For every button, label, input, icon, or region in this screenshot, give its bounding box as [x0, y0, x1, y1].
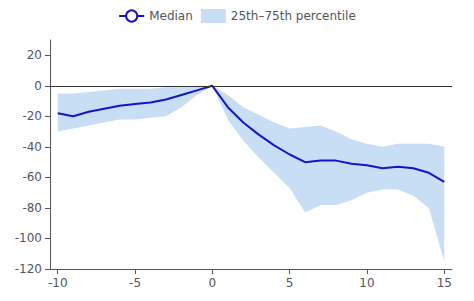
svg-text:-60: -60	[22, 170, 42, 184]
svg-text:5: 5	[286, 276, 294, 290]
svg-text:-20: -20	[22, 109, 42, 123]
svg-text:-80: -80	[22, 201, 42, 215]
svg-text:-10: -10	[48, 276, 68, 290]
svg-text:15: 15	[437, 276, 452, 290]
svg-text:0: 0	[34, 79, 42, 93]
svg-text:25th–75th percentile: 25th–75th percentile	[231, 9, 356, 23]
svg-text:Median: Median	[149, 9, 193, 23]
svg-text:-5: -5	[129, 276, 141, 290]
svg-text:10: 10	[359, 276, 374, 290]
svg-text:-100: -100	[15, 231, 42, 245]
svg-text:-40: -40	[22, 140, 42, 154]
svg-text:0: 0	[209, 276, 217, 290]
svg-text:-120: -120	[15, 262, 42, 276]
svg-text:20: 20	[27, 48, 42, 62]
